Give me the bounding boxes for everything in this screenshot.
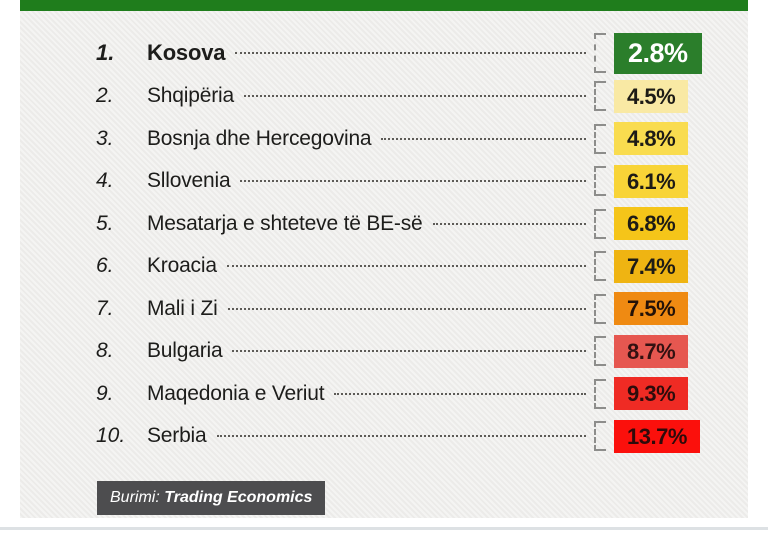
dotted-leader-line: [432, 222, 586, 225]
rank-number: 8.: [96, 339, 114, 363]
ranking-row: 6. Kroacia 7.4%: [20, 245, 748, 288]
value-badge: 2.8%: [614, 32, 702, 74]
rank-number: 9.: [96, 381, 114, 405]
source-prefix: Burimi:: [110, 489, 160, 506]
value-badge: 13.7%: [614, 419, 700, 453]
ranking-row: 5. Mesatarja e shteteve të BE-së 6.8%: [20, 203, 748, 246]
country-label: Mali i Zi: [147, 296, 218, 320]
rank-number: 1.: [96, 40, 115, 65]
value-badge: 4.8%: [614, 122, 689, 156]
dashed-bracket-icon: [594, 33, 606, 73]
country-label: Serbia: [147, 424, 207, 448]
ranking-row: 2. Shqipëria 4.5%: [20, 75, 748, 118]
rank-number: 5.: [96, 211, 114, 235]
value-badge-wrap: 4.8%: [614, 122, 724, 156]
value-badge: 6.8%: [614, 207, 689, 241]
ranking-row: 7. Mali i Zi 7.5%: [20, 288, 748, 331]
source-name: Trading Economics: [164, 489, 313, 506]
value-badge-wrap: 7.4%: [614, 249, 724, 283]
dotted-leader-line: [243, 95, 586, 98]
dashed-bracket-icon: [594, 81, 606, 112]
dashed-bracket-icon: [594, 293, 606, 324]
dashed-bracket-icon: [594, 378, 606, 409]
dashed-bracket-icon: [594, 251, 606, 282]
value-badge: 6.1%: [614, 164, 689, 198]
rank-number: 7.: [96, 296, 114, 320]
bottom-divider-line: [0, 527, 768, 530]
rank-number: 6.: [96, 254, 114, 278]
dotted-leader-line: [334, 392, 586, 395]
rank-number: 10.: [96, 424, 126, 448]
rank-number: 2.: [96, 84, 114, 108]
value-badge: 4.5%: [614, 79, 689, 113]
ranking-list: 1. Kosova 2.8% 2. Shqipëria 4.5% 3. Bosnja dhe …: [20, 31, 748, 458]
country-label: Bosnja dhe Hercegovina: [147, 126, 372, 150]
value-badge-wrap: 6.8%: [614, 207, 724, 241]
country-label: Kroacia: [147, 254, 217, 278]
dashed-bracket-icon: [594, 123, 606, 154]
value-badge-wrap: 4.5%: [614, 79, 724, 113]
value-badge: 8.7%: [614, 334, 689, 368]
value-badge: 9.3%: [614, 377, 689, 411]
ranking-row: 1. Kosova 2.8%: [20, 31, 748, 75]
dotted-leader-line: [227, 307, 586, 310]
dashed-bracket-icon: [594, 336, 606, 367]
value-badge-wrap: 6.1%: [614, 164, 724, 198]
country-label: Bulgaria: [147, 339, 223, 363]
ranking-row: 9. Maqedonia e Veriut 9.3%: [20, 373, 748, 416]
ranking-row: 10. Serbia 13.7%: [20, 415, 748, 458]
value-badge: 7.4%: [614, 249, 689, 283]
value-badge-wrap: 13.7%: [614, 419, 724, 453]
country-label: Kosova: [147, 40, 226, 65]
dashed-bracket-icon: [594, 208, 606, 239]
ranking-row: 8. Bulgaria 8.7%: [20, 330, 748, 373]
dashed-bracket-icon: [594, 421, 606, 452]
value-badge: 7.5%: [614, 292, 689, 326]
country-label: Sllovenia: [147, 169, 231, 193]
ranking-card: 1. Kosova 2.8% 2. Shqipëria 4.5% 3. Bosnja dhe …: [20, 11, 748, 518]
country-label: Shqipëria: [147, 84, 234, 108]
dotted-leader-line: [232, 350, 586, 353]
ranking-row: 4. Sllovenia 6.1%: [20, 160, 748, 203]
source-badge: Burimi: Trading Economics: [97, 481, 326, 515]
dashed-bracket-icon: [594, 166, 606, 197]
dotted-leader-line: [226, 265, 586, 268]
value-badge-wrap: 9.3%: [614, 377, 724, 411]
rank-number: 3.: [96, 126, 114, 150]
top-accent-bar: [20, 0, 748, 11]
value-badge-wrap: 7.5%: [614, 292, 724, 326]
country-label: Mesatarja e shteteve të BE-së: [147, 211, 423, 235]
dotted-leader-line: [235, 52, 586, 54]
value-badge-wrap: 8.7%: [614, 334, 724, 368]
ranking-row: 3. Bosnja dhe Hercegovina 4.8%: [20, 118, 748, 161]
value-badge-wrap: 2.8%: [614, 32, 724, 74]
country-label: Maqedonia e Veriut: [147, 381, 325, 405]
dotted-leader-line: [216, 435, 586, 438]
dotted-leader-line: [381, 137, 586, 140]
dotted-leader-line: [240, 180, 586, 183]
rank-number: 4.: [96, 169, 114, 193]
